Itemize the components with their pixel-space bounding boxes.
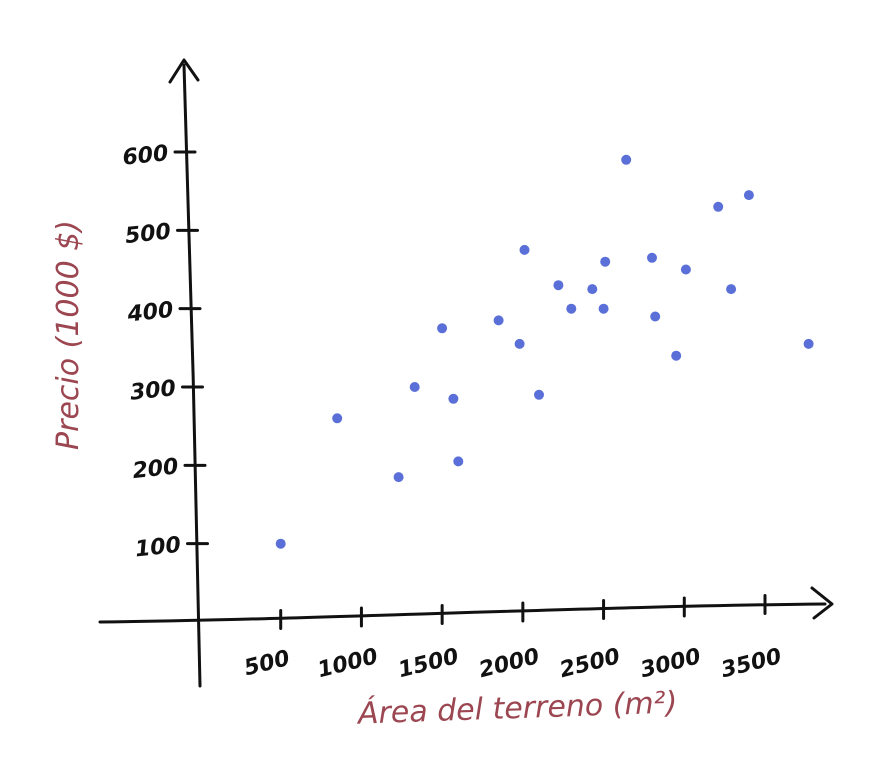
x-tick-label: 2000 [477, 644, 542, 683]
x-ticks: 500 1000 1500 2000 2500 3000 3500 [242, 594, 784, 683]
x-axis-arrowhead [810, 586, 834, 620]
data-point [437, 323, 448, 334]
y-axis-line [182, 63, 202, 688]
data-point [553, 280, 564, 291]
data-point [453, 456, 464, 467]
data-point [671, 350, 682, 361]
y-tick-label: 400 [125, 298, 174, 328]
y-tick-label: 600 [121, 141, 169, 171]
data-point [680, 264, 691, 275]
data-point [713, 201, 724, 212]
data-point [519, 244, 530, 255]
data-point [409, 382, 420, 392]
x-axis-line [98, 602, 827, 624]
data-point [448, 393, 459, 404]
y-tick-label: 200 [131, 454, 179, 484]
x-tick-label: 2500 [557, 644, 622, 683]
data-point [514, 338, 525, 349]
data-point [803, 338, 814, 349]
data-point [332, 413, 343, 424]
y-tick-label: 300 [129, 376, 177, 406]
data-point [493, 315, 504, 326]
data-point [726, 284, 737, 295]
data-point [621, 154, 632, 165]
data-point [393, 472, 404, 483]
y-axis-arrowhead [168, 58, 200, 84]
y-tick-label: 500 [124, 219, 172, 249]
axes [98, 58, 834, 688]
y-axis-title: Precio (1000 $) [51, 220, 86, 450]
x-tick-label: 3500 [719, 644, 784, 683]
data-point [647, 252, 657, 263]
x-axis-title: Área del terreno (m²) [355, 684, 678, 731]
x-tick-label: 500 [242, 646, 293, 681]
y-ticks: 100 200 300 400 500 600 [121, 141, 209, 563]
data-point [566, 303, 577, 314]
y-tick-label: 100 [134, 533, 182, 563]
x-tick-label: 1000 [315, 644, 380, 683]
x-tick-label: 1500 [396, 644, 461, 683]
data-point [587, 284, 598, 295]
x-tick-label: 3000 [638, 644, 703, 683]
data-point [650, 311, 661, 322]
data-point [743, 190, 754, 201]
data-point [275, 538, 286, 549]
data-point [534, 389, 544, 400]
data-points [275, 154, 814, 549]
data-point [598, 303, 609, 314]
data-point [600, 256, 611, 267]
